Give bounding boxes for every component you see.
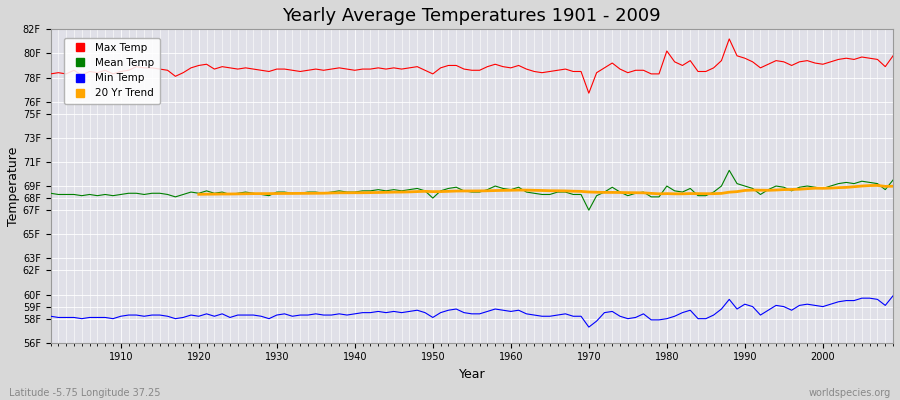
Text: Latitude -5.75 Longitude 37.25: Latitude -5.75 Longitude 37.25 — [9, 388, 160, 398]
Text: worldspecies.org: worldspecies.org — [809, 388, 891, 398]
X-axis label: Year: Year — [458, 368, 485, 381]
Y-axis label: Temperature: Temperature — [7, 146, 20, 226]
Title: Yearly Average Temperatures 1901 - 2009: Yearly Average Temperatures 1901 - 2009 — [283, 7, 662, 25]
Legend: Max Temp, Mean Temp, Min Temp, 20 Yr Trend: Max Temp, Mean Temp, Min Temp, 20 Yr Tre… — [64, 38, 160, 104]
